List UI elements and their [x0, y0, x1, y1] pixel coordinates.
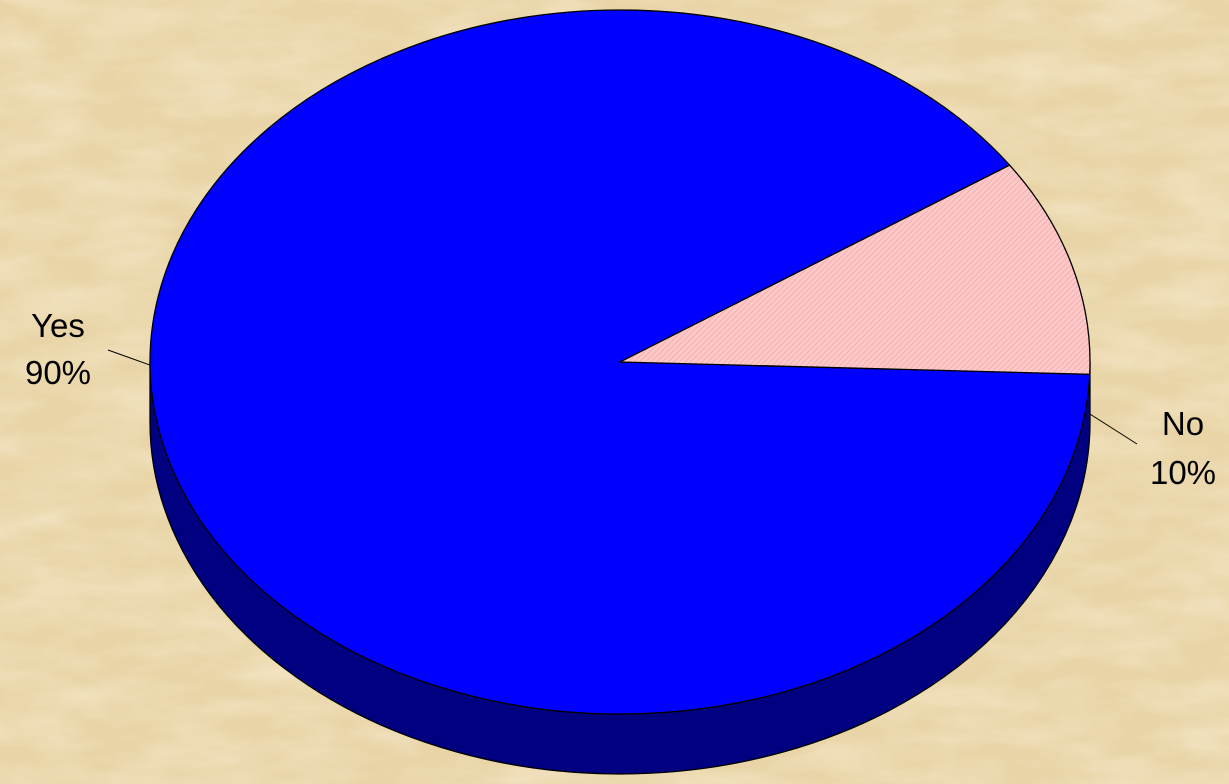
- pie-labels: Yes 90% No 10%: [25, 307, 1216, 491]
- pie-slice-no: [619, 164, 1091, 375]
- slice-label-no: No: [1162, 405, 1204, 442]
- pie-leader-lines: [107, 349, 1138, 445]
- slice-value-yes: 90%: [25, 354, 91, 391]
- pie-tops: [149, 9, 1091, 715]
- leader-line-no: [1088, 413, 1138, 445]
- slice-value-no: 10%: [1150, 454, 1216, 491]
- leader-line-yes: [107, 349, 151, 366]
- slice-label-yes: Yes: [31, 307, 85, 344]
